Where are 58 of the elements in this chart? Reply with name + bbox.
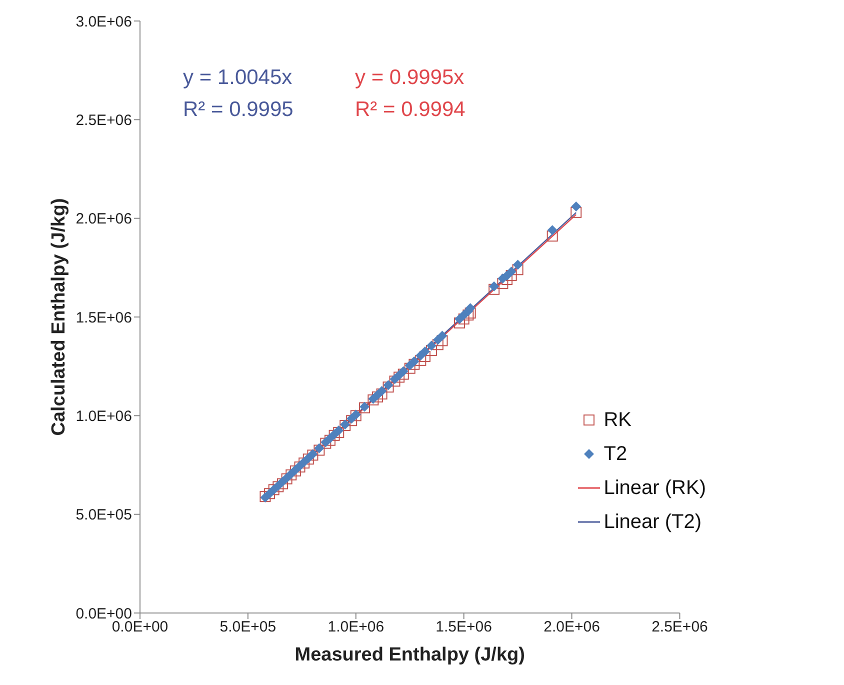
point [394, 372, 405, 383]
point [426, 345, 437, 356]
legend-label: RK [604, 408, 632, 432]
x-axis-title: Measured Enthalpy (J/kg) [294, 644, 525, 666]
annotation: R² = 0.9995 [183, 98, 294, 122]
y-tick-label: 1.0E+06 [76, 408, 132, 425]
point [346, 415, 358, 426]
legend-label: T2 [604, 442, 628, 466]
annotation: y = 1.0045x [183, 66, 292, 90]
x-tick-label: 2.0E+06 [544, 618, 600, 636]
point [398, 366, 408, 376]
point [436, 335, 448, 346]
y-tick-label: 2.5E+06 [76, 112, 132, 129]
y-tick-label: 3.0E+06 [76, 13, 132, 30]
y-tick-label: 1.5E+06 [76, 309, 132, 326]
point [458, 313, 470, 324]
point [506, 270, 517, 282]
legend-label: Linear (T2) [604, 510, 702, 534]
y-tick-label: 2.0E+06 [76, 210, 132, 228]
point [546, 230, 558, 242]
point [419, 350, 430, 362]
point [404, 362, 416, 374]
point [314, 444, 325, 456]
point [489, 281, 500, 292]
point [382, 382, 394, 393]
point [398, 368, 409, 380]
annotation: y = 0.9995x [355, 66, 464, 90]
point [488, 284, 500, 295]
point [334, 425, 344, 436]
point [333, 426, 344, 438]
point [408, 358, 420, 370]
y-tick-label: 5.0E+05 [76, 506, 132, 524]
legend-label: Linear (RK) [604, 476, 706, 500]
point [437, 330, 448, 341]
y-axis-title: Calculated Enthalpy (J/kg) [48, 198, 70, 436]
point [415, 354, 426, 366]
point [383, 380, 394, 390]
point [547, 225, 558, 236]
point [409, 356, 420, 366]
point [376, 388, 388, 400]
x-tick-label: 1.0E+06 [328, 618, 384, 636]
point [432, 339, 444, 350]
point [512, 264, 524, 276]
point [506, 266, 516, 277]
point [389, 376, 400, 387]
x-tick-label: 2.5E+06 [652, 618, 708, 636]
x-tick-label: 1.5E+06 [436, 618, 492, 636]
point [454, 317, 466, 328]
point [497, 278, 508, 289]
point [570, 206, 582, 218]
point [420, 346, 430, 357]
point [571, 201, 582, 212]
point [376, 386, 387, 396]
point [512, 260, 523, 270]
point [314, 443, 324, 454]
annotation: R² = 0.9994 [355, 98, 466, 122]
x-tick-label: 5.0E+05 [220, 618, 276, 636]
point [426, 340, 436, 351]
